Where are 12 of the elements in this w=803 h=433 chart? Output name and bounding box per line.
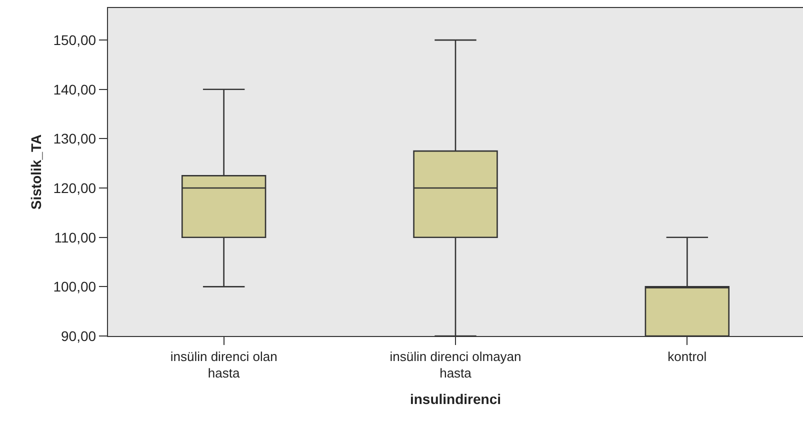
y-tick-label: 90,00 [61, 328, 96, 344]
y-tick-label: 100,00 [53, 278, 96, 295]
y-axis-title: Sistolik_TA [28, 134, 44, 210]
y-tick-label: 140,00 [53, 81, 96, 98]
x-axis-title: insulindirenci [410, 390, 502, 407]
x-tick-label: insülin direnci olmayan hasta [390, 348, 522, 381]
y-tick-label: 130,00 [53, 130, 96, 147]
y-tick-label: 150,00 [53, 32, 96, 48]
x-tick-label: kontrol [668, 348, 707, 364]
y-tick-label: 110,00 [54, 229, 96, 246]
x-tick-label: insülin direnci olan hasta [170, 348, 278, 381]
y-tick-label: 120,00 [53, 180, 96, 196]
